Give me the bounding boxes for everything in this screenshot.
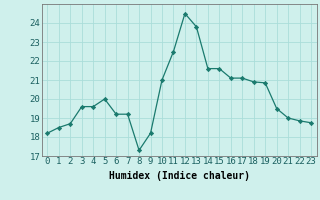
X-axis label: Humidex (Indice chaleur): Humidex (Indice chaleur) bbox=[109, 171, 250, 181]
